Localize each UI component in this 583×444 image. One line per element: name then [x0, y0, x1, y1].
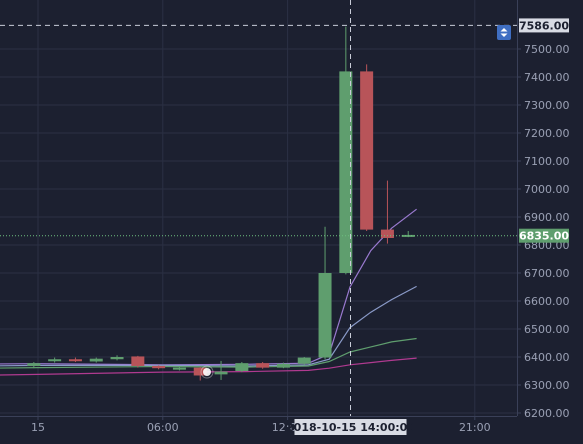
- candle-body: [172, 367, 186, 370]
- candle-up: [276, 362, 290, 369]
- y-tick-label: 6200.00: [524, 407, 570, 420]
- candle-up: [235, 362, 249, 373]
- crosshair-price-label: 7586.00: [519, 18, 569, 33]
- y-tick-label: 6600.00: [524, 295, 570, 308]
- candle-body: [297, 357, 311, 364]
- candle-up: [297, 357, 311, 365]
- candle-down: [131, 355, 145, 368]
- grid: [0, 0, 517, 416]
- x-tick-label: 06:00: [147, 421, 179, 434]
- candle-body: [318, 273, 332, 358]
- candle-down: [380, 180, 394, 244]
- candle-body: [360, 71, 374, 230]
- candle-up: [89, 357, 103, 363]
- candle-body: [131, 356, 145, 366]
- candle-down: [360, 64, 374, 231]
- cursor-dot: [200, 365, 214, 379]
- moving-average-line: [0, 357, 417, 376]
- candle-down: [193, 367, 207, 381]
- candle-body: [27, 363, 41, 366]
- y-tick-label: 7400.00: [524, 71, 570, 84]
- candle-up: [48, 357, 62, 363]
- y-tick-label: 7000.00: [524, 183, 570, 196]
- y-tick-label: 6500.00: [524, 323, 570, 336]
- y-tick-label: 7300.00: [524, 99, 570, 112]
- candle-body: [193, 367, 207, 376]
- y-tick-label: 7200.00: [524, 127, 570, 140]
- y-tick-label: 6300.00: [524, 379, 570, 392]
- candle-body: [380, 229, 394, 238]
- candle-body: [89, 358, 103, 362]
- y-tick-label: 6700.00: [524, 267, 570, 280]
- y-tick-label: 7500.00: [524, 43, 570, 56]
- candle-body: [339, 71, 353, 274]
- candle-up: [318, 226, 332, 360]
- candle-body: [235, 363, 249, 371]
- candle-body: [152, 365, 166, 369]
- candle-up: [27, 362, 41, 369]
- candle-up: [214, 360, 228, 380]
- candles: [27, 26, 415, 381]
- candle-down: [256, 362, 270, 369]
- drag-handle-icon[interactable]: [497, 25, 511, 40]
- svg-text:6835.00: 6835.00: [519, 230, 569, 243]
- candle-body: [68, 359, 82, 362]
- candle-body: [256, 363, 270, 368]
- candle-up: [172, 366, 186, 371]
- candle-down: [68, 357, 82, 363]
- candle-body: [110, 357, 124, 360]
- x-tick-label: 21:00: [459, 421, 491, 434]
- y-tick-label: 6400.00: [524, 351, 570, 364]
- candle-up: [339, 26, 353, 275]
- candle-up: [110, 355, 124, 361]
- candle-body: [214, 371, 228, 375]
- candle-body: [276, 363, 290, 368]
- y-tick-label: 7100.00: [524, 155, 570, 168]
- x-tick-label: 15: [31, 421, 45, 434]
- last-price-label: 6835.00: [519, 228, 569, 243]
- moving-average-line: [0, 337, 417, 369]
- svg-text:2018-10-15 14:00:00: 2018-10-15 14:00:00: [286, 421, 415, 434]
- candle-down: [152, 365, 166, 370]
- crosshair-time-label: 2018-10-15 14:00:00: [286, 419, 415, 435]
- y-tick-label: 6900.00: [524, 211, 570, 224]
- moving-average-line: [0, 285, 417, 367]
- svg-text:7586.00: 7586.00: [519, 19, 569, 32]
- candle-body: [48, 359, 62, 362]
